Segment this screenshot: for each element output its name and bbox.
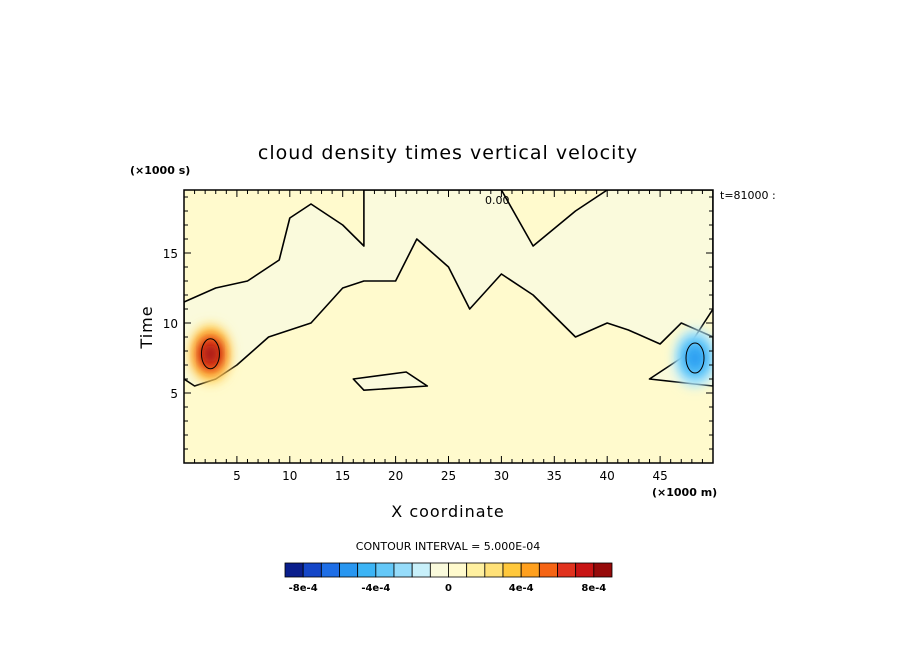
colorbar-swatch [357,562,377,578]
zero-contour-label: 0.00 [485,194,510,207]
positive-maximum [190,324,231,383]
colorbar-tick-label: -8e-4 [289,583,318,594]
extrema-blobs [190,324,713,387]
colorbar-swatch [593,562,613,578]
y-tick-label: 10 [163,317,178,331]
blob-level [203,344,218,364]
colorbar-swatch [575,562,595,578]
x-tick-label: 40 [600,469,615,483]
x-axis-label: X coordinate [391,502,504,521]
colorbar-swatch [502,562,522,578]
negative-region [184,190,713,387]
x-axis-ticks: 5 10 15 20 25 30 35 40 45 [183,190,714,483]
colorbar-swatch [284,562,304,578]
negative-region [352,371,429,392]
blob-contour [200,338,220,370]
colorbar-tick-label: 4e-4 [509,583,534,594]
y-axis-label: Time [137,305,156,349]
colorbar-tick-label: -4e-4 [361,583,390,594]
x-tick-label: 20 [388,469,403,483]
y-tick-label: 5 [170,387,178,401]
x-tick-label: 35 [547,469,562,483]
x-unit-label: (×1000 m) [652,486,717,499]
x-tick-label: 25 [441,469,456,483]
x-tick-label: 10 [282,469,297,483]
colorbar-swatch [538,562,558,578]
x-tick-label: 5 [233,469,241,483]
colorbar-swatch [393,562,413,578]
y-axis-ticks: 5 10 15 [163,196,713,450]
chart-title: cloud density times vertical velocity [258,142,638,164]
colorbar-swatch [302,562,322,578]
colorbar-swatch [375,562,395,578]
colorbar-labels: -8e-4 -4e-4 0 4e-4 8e-4 [289,583,607,594]
colorbar-tick-label: 0 [445,583,452,594]
colorbar-swatch [411,562,431,578]
blob-contour [685,342,705,374]
colorbar-swatch [557,562,577,578]
negative-regions [184,190,713,392]
contour-interval-label: CONTOUR INTERVAL = 5.000E-04 [356,540,540,553]
colorbar-tick-label: 8e-4 [581,583,606,594]
colorbar [284,562,613,578]
colorbar-swatch [429,562,449,578]
negative-minimum [675,329,713,387]
timestamp-label: t=81000 : [720,189,776,202]
y-unit-label: (×1000 s) [130,164,190,177]
colorbar-swatch [339,562,359,578]
x-tick-label: 15 [335,469,350,483]
blob-level [687,348,703,368]
colorbar-swatch [484,562,504,578]
y-tick-label: 15 [163,247,178,261]
plot-area [184,190,713,463]
x-tick-label: 30 [494,469,509,483]
colorbar-swatch [320,562,340,578]
colorbar-swatch [466,562,486,578]
x-tick-label: 45 [652,469,667,483]
colorbar-swatch [448,562,468,578]
colorbar-swatch [520,562,540,578]
